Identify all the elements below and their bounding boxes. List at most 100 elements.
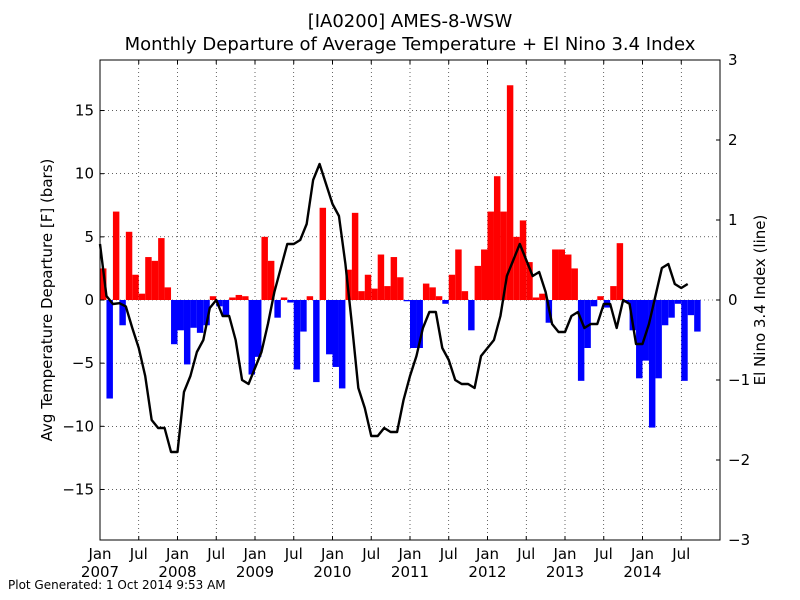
- temperature-bar: [397, 277, 404, 300]
- nino-series-line: [98, 162, 689, 454]
- temperature-bar: [190, 300, 197, 328]
- y-tick-label-right: −1: [728, 371, 750, 389]
- temperature-bar: [481, 249, 488, 300]
- temperature-bar: [577, 300, 585, 381]
- temperature-bars: [100, 85, 701, 428]
- temperature-bar: [539, 293, 546, 300]
- x-tick-year: 2009: [236, 563, 274, 581]
- x-tick-label: Jan: [320, 545, 344, 563]
- temperature-bar: [552, 249, 559, 300]
- x-tick-label: Jan: [242, 545, 266, 563]
- temperature-bar: [106, 300, 113, 399]
- temperature-bar: [216, 300, 223, 307]
- temperature-bar: [390, 257, 398, 300]
- temperature-bar: [422, 283, 430, 300]
- temperature-bar: [416, 300, 423, 348]
- temperature-bar: [100, 268, 107, 300]
- x-tick-label: Jan: [165, 545, 189, 563]
- temperature-bar: [513, 236, 520, 300]
- temperature-bar: [267, 260, 275, 300]
- y-tick-label-right: 2: [728, 131, 738, 149]
- temperature-bar: [610, 286, 617, 300]
- temperature-bar: [636, 300, 643, 379]
- chart-subtitle: Monthly Departure of Average Temperature…: [124, 34, 696, 55]
- nino-line: [98, 162, 689, 454]
- temperature-bar: [261, 236, 268, 300]
- temperature-bar: [229, 297, 236, 300]
- x-tick-label: Jul: [129, 545, 148, 563]
- plot-generated-note: Plot Generated: 1 Oct 2014 9:53 AM: [8, 578, 226, 592]
- temperature-bar: [474, 265, 482, 300]
- x-tick-year: 2008: [158, 563, 196, 581]
- temperature-bar: [196, 300, 204, 333]
- x-tick-year: 2011: [391, 563, 429, 581]
- temperature-bar: [280, 297, 288, 300]
- x-tick-label: Jul: [594, 545, 613, 563]
- temperature-bar: [616, 243, 624, 300]
- x-tick-year: 2014: [623, 563, 661, 581]
- temperature-bar: [222, 300, 230, 317]
- temperature-bar: [558, 249, 565, 300]
- temperature-bar: [674, 300, 682, 304]
- temperature-bar: [364, 274, 372, 300]
- temperature-bar: [506, 85, 514, 301]
- temperature-bar: [487, 211, 494, 300]
- temperature-bar: [565, 254, 572, 300]
- y-tick-label-right: −2: [728, 451, 750, 469]
- temperature-bar: [694, 300, 701, 332]
- y-tick-label-right: 1: [728, 211, 738, 229]
- temperature-bar: [242, 296, 249, 300]
- temperature-bar: [597, 296, 604, 300]
- temperature-bar: [255, 300, 262, 357]
- temperature-bar: [183, 300, 191, 365]
- temperature-bar: [461, 291, 469, 300]
- temperature-bar: [584, 300, 591, 348]
- temperature-bar: [203, 300, 210, 326]
- temperature-bar: [435, 296, 443, 300]
- temperature-bar: [687, 300, 695, 316]
- temperature-bar: [442, 300, 449, 304]
- temperature-bar: [681, 300, 688, 381]
- temperature-bar: [112, 211, 120, 300]
- temperature-bar: [648, 300, 656, 428]
- temperature-bar: [248, 300, 255, 375]
- temperature-bar: [138, 293, 146, 300]
- temperature-bar: [145, 257, 152, 300]
- temperature-bar: [351, 212, 359, 300]
- temperature-bar: [274, 300, 281, 318]
- temperature-bar: [448, 274, 456, 300]
- temperature-bar: [171, 300, 178, 345]
- temperature-bar: [629, 300, 637, 331]
- chart-title: [IA0200] AMES-8-WSW: [307, 11, 513, 32]
- temperature-bar: [468, 300, 475, 331]
- y-tick-label-left: 0: [84, 291, 94, 309]
- x-tick-label: Jan: [87, 545, 111, 563]
- temperature-bar: [164, 287, 172, 300]
- temperature-bar: [119, 300, 126, 326]
- x-tick-label: Jul: [361, 545, 380, 563]
- temperature-bar: [493, 176, 501, 300]
- temperature-bar: [661, 300, 669, 326]
- x-tick-label: Jan: [630, 545, 654, 563]
- temperature-bar: [177, 300, 184, 331]
- temperature-bar: [358, 291, 365, 300]
- x-tick-label: Jul: [516, 545, 535, 563]
- y-tick-label-left: 15: [75, 102, 94, 120]
- temperature-bar: [519, 220, 527, 300]
- temperature-bar: [590, 300, 598, 307]
- temperature-bar: [338, 300, 346, 389]
- x-tick-label: Jul: [206, 545, 225, 563]
- x-tick-label: Jul: [671, 545, 690, 563]
- y-tick-label-left: 10: [75, 165, 94, 183]
- x-tick-year: 2010: [313, 563, 351, 581]
- temperature-bar: [151, 260, 159, 300]
- temperature-bar: [455, 249, 462, 300]
- temperature-bar: [235, 294, 243, 300]
- temperature-bar: [125, 231, 133, 300]
- y-tick-label-right: −3: [728, 531, 750, 549]
- y-tick-label-left: −15: [62, 480, 94, 498]
- x-tick-year: 2007: [81, 563, 119, 581]
- x-tick-label: Jan: [475, 545, 499, 563]
